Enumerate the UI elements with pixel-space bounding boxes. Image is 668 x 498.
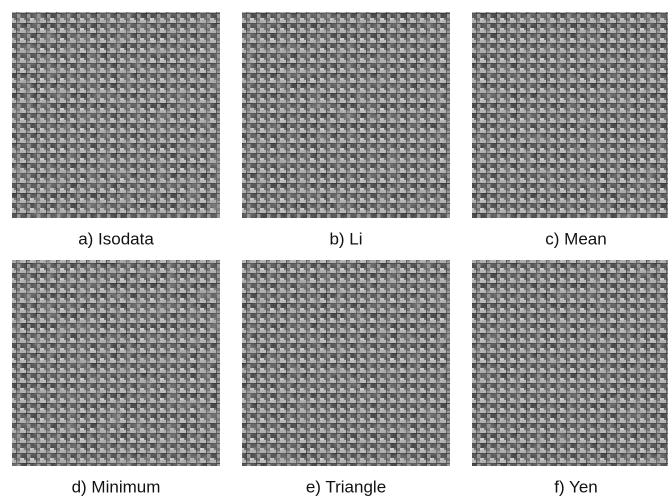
caption: f) Yen (554, 477, 598, 496)
figure: a) Isodata b) Li c) Mean d) Minimum e) Trian… (0, 0, 668, 498)
panel-grid: a) Isodata b) Li c) Mean d) Minimum e) Trian… (12, 12, 668, 496)
caption: e) Triangle (306, 477, 386, 496)
texture-noise (472, 260, 668, 466)
caption: b) Li (329, 229, 362, 248)
panel: a) Isodata (12, 12, 220, 248)
panel: b) Li (242, 12, 450, 248)
panel: c) Mean (472, 12, 668, 248)
panel: d) Minimum (12, 260, 220, 496)
panel: e) Triangle (242, 260, 450, 496)
panel: f) Yen (472, 260, 668, 496)
page: {"panels": [ {"caption": "a) Isodata"}, … (0, 0, 668, 498)
caption: a) Isodata (78, 229, 154, 248)
texture-noise (242, 260, 450, 466)
texture-noise (242, 12, 450, 218)
texture-noise (12, 260, 220, 466)
texture-noise (12, 12, 220, 218)
caption: d) Minimum (72, 477, 161, 496)
texture-noise (472, 12, 668, 218)
caption: c) Mean (545, 229, 606, 248)
